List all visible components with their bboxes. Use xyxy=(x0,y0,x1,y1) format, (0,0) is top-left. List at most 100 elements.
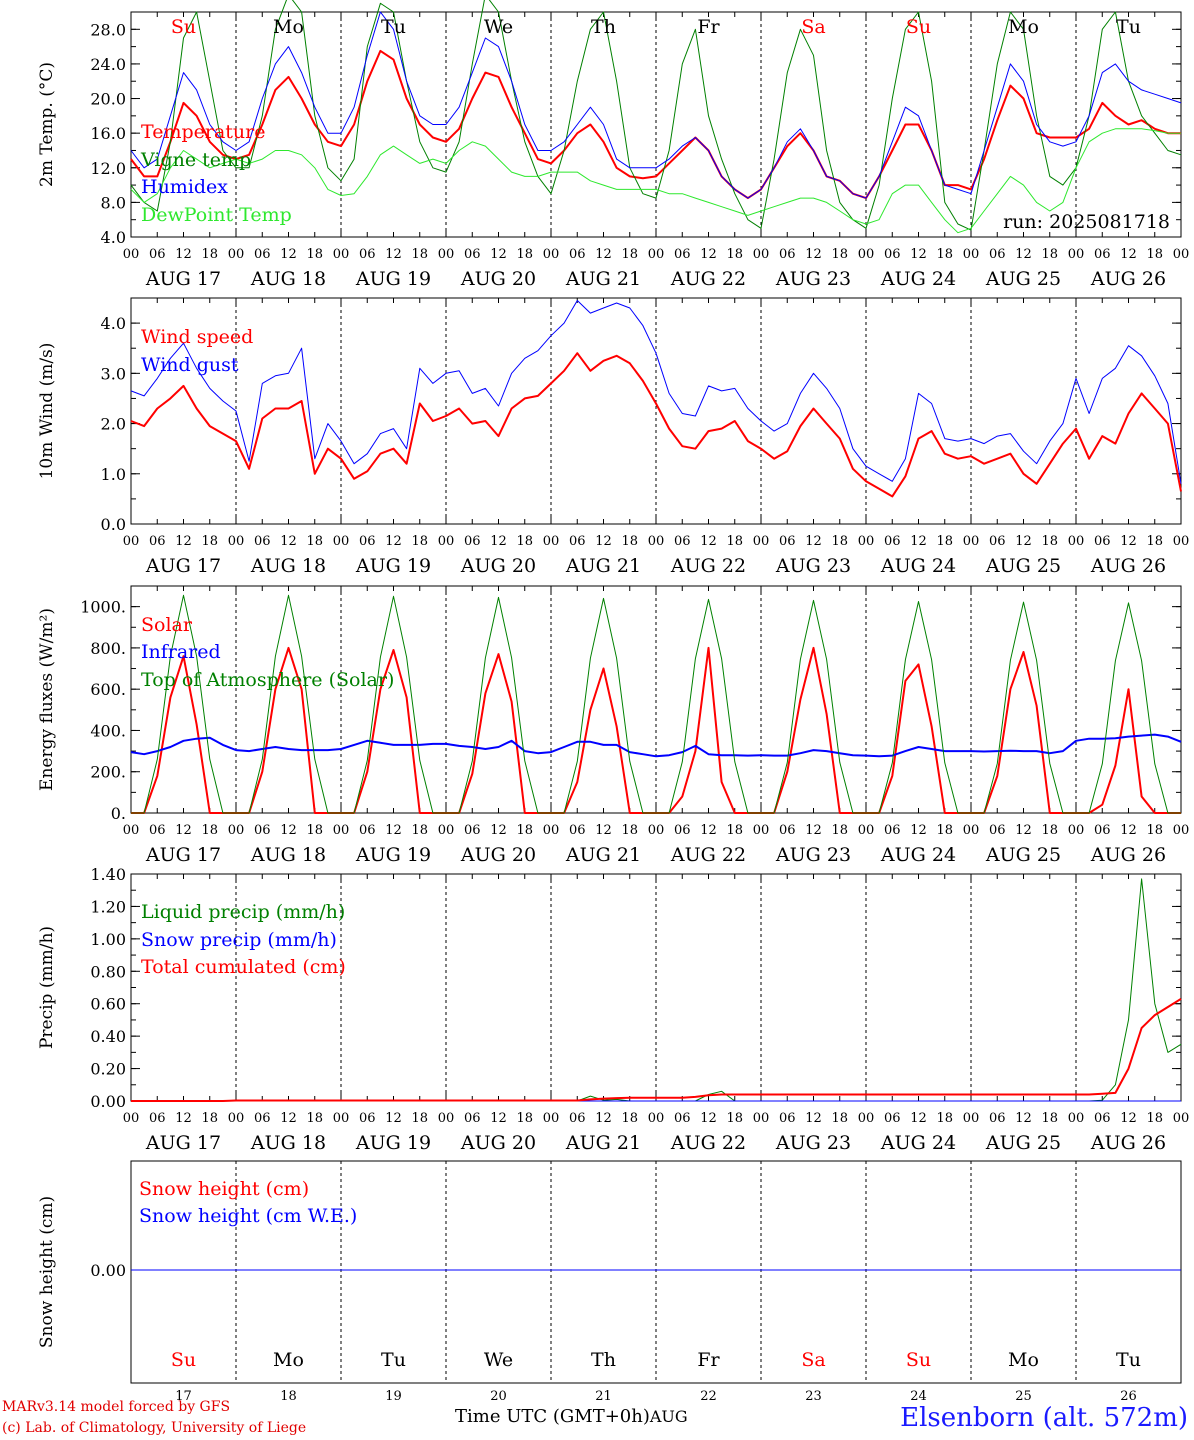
x-hour-label: 12 xyxy=(805,534,822,549)
weekday-label-bottom: Tu xyxy=(381,1349,406,1371)
x-hour-label: 00 xyxy=(858,1111,875,1126)
x-hour-label: 12 xyxy=(280,247,297,262)
day-number-label: 25 xyxy=(1015,1389,1032,1404)
x-hour-label: 00 xyxy=(1173,534,1190,549)
x-hour-label: 18 xyxy=(306,823,323,838)
x-hour-label: 06 xyxy=(884,1111,901,1126)
day-number-label: 17 xyxy=(175,1389,192,1404)
day-number-label: 19 xyxy=(385,1389,402,1404)
x-date-label: AUG 19 xyxy=(355,1132,431,1154)
x-hour-label: 06 xyxy=(464,823,481,838)
weekday-label-top: Sa xyxy=(801,16,825,38)
x-hour-label: 00 xyxy=(1173,1111,1190,1126)
x-hour-label: 12 xyxy=(700,1111,717,1126)
x-date-label: AUG 21 xyxy=(565,1132,641,1154)
y-tick-label: 16.0 xyxy=(90,124,126,143)
day-number-label: 26 xyxy=(1120,1389,1137,1404)
day-number-label: 22 xyxy=(700,1389,717,1404)
x-hour-label: 00 xyxy=(123,247,140,262)
time-axis-label: Time UTC (GMT+0h) xyxy=(455,1406,650,1427)
y-axis-label: Precip (mm/h) xyxy=(37,926,57,1049)
x-date-label: AUG 18 xyxy=(250,844,326,866)
x-hour-label: 18 xyxy=(1146,1111,1163,1126)
x-hour-label: 18 xyxy=(201,534,218,549)
x-hour-label: 00 xyxy=(648,247,665,262)
x-hour-label: 18 xyxy=(516,823,533,838)
x-hour-label: 12 xyxy=(595,823,612,838)
legend-entry: DewPoint Temp xyxy=(141,204,292,226)
weekday-label-top: Th xyxy=(591,16,616,38)
y-tick-label: 600. xyxy=(90,680,126,699)
legend-entry: Wind speed xyxy=(141,326,253,348)
x-hour-label: 00 xyxy=(1068,247,1085,262)
x-hour-label: 18 xyxy=(516,247,533,262)
x-hour-label: 12 xyxy=(490,1111,507,1126)
x-hour-label: 00 xyxy=(1068,534,1085,549)
x-hour-label: 18 xyxy=(201,823,218,838)
x-date-label: AUG 22 xyxy=(670,1132,746,1154)
x-hour-label: 00 xyxy=(963,1111,980,1126)
x-date-label: AUG 22 xyxy=(670,268,746,290)
y-tick-label: 8.0 xyxy=(101,193,126,212)
x-date-label: AUG 17 xyxy=(145,555,221,577)
x-hour-label: 06 xyxy=(569,247,586,262)
x-hour-label: 12 xyxy=(385,247,402,262)
weekday-label-top: Mo xyxy=(1008,16,1039,38)
x-hour-label: 00 xyxy=(1068,823,1085,838)
y-tick-label: 0.20 xyxy=(90,1060,126,1079)
series-line-infrared xyxy=(130,733,1182,758)
x-date-label: AUG 23 xyxy=(775,268,851,290)
y-tick-label: 0.60 xyxy=(90,995,126,1014)
x-hour-label: 06 xyxy=(254,1111,271,1126)
x-hour-label: 06 xyxy=(149,1111,166,1126)
legend-entry: Solar xyxy=(141,614,193,636)
x-hour-label: 12 xyxy=(910,823,927,838)
x-hour-label: 00 xyxy=(438,823,455,838)
x-date-label: AUG 18 xyxy=(250,1132,326,1154)
x-date-label: AUG 24 xyxy=(880,1132,956,1154)
x-hour-label: 00 xyxy=(753,1111,770,1126)
x-hour-label: 18 xyxy=(831,534,848,549)
x-hour-label: 18 xyxy=(1041,534,1058,549)
x-hour-label: 18 xyxy=(411,247,428,262)
x-hour-label: 00 xyxy=(753,823,770,838)
x-hour-label: 06 xyxy=(149,823,166,838)
x-hour-label: 00 xyxy=(1173,823,1190,838)
x-hour-label: 00 xyxy=(333,1111,350,1126)
footer-lab-credit: (c) Lab. of Climatology, University of L… xyxy=(2,1420,307,1436)
y-tick-label: 3.0 xyxy=(101,364,126,383)
x-hour-label: 18 xyxy=(621,247,638,262)
x-hour-label: 00 xyxy=(123,534,140,549)
station-title: Elsenborn (alt. 572m) xyxy=(900,1403,1188,1433)
x-hour-label: 00 xyxy=(1173,247,1190,262)
y-tick-label: 0.40 xyxy=(90,1027,126,1046)
x-date-label: AUG 25 xyxy=(985,555,1061,577)
x-hour-label: 00 xyxy=(228,1111,245,1126)
x-date-label: AUG 21 xyxy=(565,268,641,290)
weekday-label-top: Tu xyxy=(381,16,406,38)
series-line-humidex xyxy=(130,11,1182,199)
x-hour-label: 00 xyxy=(228,534,245,549)
panel-3: 0. 200. 400. 600. 800. 1000. Energy fluxes (W/… xyxy=(37,585,1190,866)
x-hour-label: 18 xyxy=(516,534,533,549)
x-hour-label: 18 xyxy=(1041,1111,1058,1126)
x-date-label: AUG 20 xyxy=(460,844,536,866)
x-hour-label: 12 xyxy=(1120,1111,1137,1126)
x-hour-label: 12 xyxy=(1015,823,1032,838)
x-hour-label: 12 xyxy=(595,1111,612,1126)
x-date-label: AUG 24 xyxy=(880,555,956,577)
x-date-label: AUG 20 xyxy=(460,555,536,577)
x-hour-label: 12 xyxy=(175,534,192,549)
x-hour-label: 06 xyxy=(674,1111,691,1126)
x-date-label: AUG 26 xyxy=(1090,1132,1166,1154)
x-hour-label: 18 xyxy=(621,1111,638,1126)
x-hour-label: 06 xyxy=(569,534,586,549)
x-date-label: AUG 17 xyxy=(145,1132,221,1154)
y-tick-label: 20.0 xyxy=(90,90,126,109)
x-hour-label: 00 xyxy=(858,823,875,838)
x-date-label: AUG 22 xyxy=(670,844,746,866)
series-line-total-cumulated-cm- xyxy=(131,998,1182,1102)
x-hour-label: 18 xyxy=(831,247,848,262)
x-hour-label: 00 xyxy=(123,1111,140,1126)
x-date-label: AUG 19 xyxy=(355,268,431,290)
